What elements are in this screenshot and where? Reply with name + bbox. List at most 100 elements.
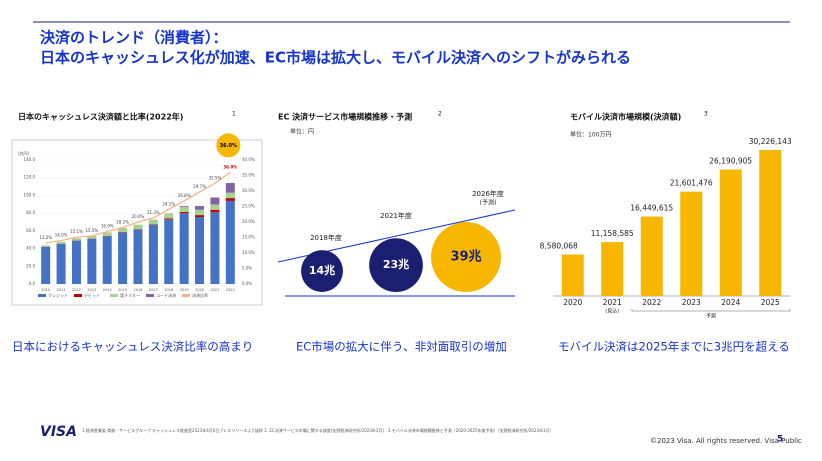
caption: 日本におけるキャッシュレス決済比率の高まり [12, 340, 253, 354]
bar-segment [41, 246, 51, 284]
bar [680, 191, 703, 296]
page-number: 5 [777, 435, 783, 445]
ratio-label: 29.7% [193, 184, 206, 189]
year-label: 2021年度 [380, 211, 412, 220]
chart2-title: EC 決済サービス市場規模推移・予測 [278, 112, 412, 122]
ratio-label: 18.2% [116, 220, 129, 225]
bar-segment [164, 218, 174, 220]
bar-segment [225, 198, 235, 201]
bar-segment [210, 212, 220, 284]
bubble-label: 23兆 [383, 257, 409, 271]
x-tick-label: 2024 [721, 298, 740, 307]
ratio-label: 15.1% [70, 229, 83, 234]
title-ref: 2 [438, 111, 442, 118]
x-tick-label: 2014 [103, 288, 113, 292]
sources: 1.経済産業省 商務・サービスグループ キャッシュレス推進室2023年4月6日プ… [82, 427, 554, 433]
ratio-label: 15.5% [85, 228, 98, 233]
value-label: 8,580,068 [540, 242, 578, 251]
x-tick-label: 2023 [682, 298, 701, 307]
ratio-line [45, 171, 231, 244]
bar-segment [118, 227, 128, 233]
y-tick-label: 140.0 [24, 157, 36, 162]
y-tick-label: 0.0 [29, 281, 36, 286]
ratio-label: 14.0% [55, 233, 68, 238]
y2-tick-label: 30.0% [242, 188, 255, 193]
legend-label: コード決済 [156, 292, 176, 298]
y-tick-label: 80.0 [26, 210, 35, 215]
x-tick-label: 2021 [210, 288, 219, 292]
value-label: 11,158,585 [591, 229, 634, 238]
forecast-note: (予測) [480, 199, 497, 207]
bar-segment [225, 183, 235, 193]
bar [759, 150, 782, 296]
ratio-label: 16.9% [101, 224, 114, 229]
caption: EC市場の拡大に伴う、非対面取引の増加 [296, 340, 507, 354]
title-ref: 1 [232, 111, 236, 118]
bar-segment [71, 240, 81, 284]
bar-segment [118, 232, 128, 284]
y2-tick-label: 10.0% [242, 250, 255, 255]
legend-swatch [182, 294, 190, 297]
y2-tick-label: 20.0% [242, 219, 255, 224]
y-unit: (兆円) [18, 150, 30, 156]
bar-segment [87, 238, 97, 284]
x-tick-label: 2020 [563, 298, 582, 307]
bar [601, 242, 624, 296]
legend-label: クレジット [48, 292, 68, 298]
bar-segment [164, 213, 174, 219]
bar-segment [56, 241, 66, 244]
bar [640, 216, 663, 296]
y-tick-label: 40.0 [26, 246, 35, 251]
legend-swatch [146, 294, 154, 297]
bar-segment [71, 238, 81, 241]
y-tick-label: 60.0 [26, 228, 35, 233]
bar-segment [133, 229, 143, 284]
bar [561, 254, 584, 296]
estimate-note: (見込) [605, 308, 619, 315]
x-tick-label: 2010 [41, 288, 50, 292]
value-label: 30,226,143 [749, 137, 792, 146]
caption: モバイル決済は2025年までに3兆円を超える [558, 340, 790, 354]
bar-segment [210, 209, 220, 213]
bubble [431, 222, 501, 292]
y-tick-label: 20.0 [26, 263, 35, 268]
x-tick-label: 2016 [134, 288, 143, 292]
bubble-label: 14兆 [309, 263, 335, 277]
forecast-bracket [631, 309, 791, 312]
legend-label: デビット [84, 292, 100, 298]
bubble [369, 238, 423, 292]
x-tick-label: 2020 [195, 288, 204, 292]
y2-tick-label: 35.0% [242, 173, 255, 178]
bar-segment [41, 245, 51, 247]
bar-segment [179, 205, 189, 207]
x-tick-label: 2013 [87, 288, 96, 292]
chart3-title: モバイル決済市場規模(決済額) [570, 112, 681, 122]
x-tick-label: 2011 [57, 288, 66, 292]
bar-segment [102, 236, 112, 284]
x-tick-label: 2022 [226, 288, 235, 292]
value-label: 21,601,476 [670, 179, 713, 188]
legend-label: 決済比率 [192, 292, 208, 298]
bubble [301, 250, 343, 292]
bar-segment [179, 211, 189, 214]
year-label: 2018年度 [310, 233, 342, 242]
title-line1: 決済のトレンド（消費者）： [40, 29, 228, 47]
value-label: 16,449,615 [630, 204, 673, 213]
legend-label: 電子マネー [120, 292, 140, 298]
ratio-label: 32.5% [209, 175, 222, 180]
x-tick-label: 2015 [118, 288, 127, 292]
x-tick-label: 2025 [761, 298, 780, 307]
bar-segment [195, 209, 205, 216]
ratio-label: 13.2% [39, 235, 52, 240]
y-tick-label: 100.0 [24, 192, 36, 197]
bar-segment [164, 219, 174, 284]
x-tick-label: 2018 [164, 288, 173, 292]
bubble-label: 39兆 [450, 249, 481, 265]
forecast-label: 予測 [706, 313, 716, 320]
bar-segment [87, 235, 97, 239]
ratio-label: 21.3% [147, 210, 160, 215]
bar-segment [210, 197, 220, 205]
y2-tick-label: 25.0% [242, 204, 255, 209]
chart3-unit: 単位：100万円 [570, 131, 611, 139]
